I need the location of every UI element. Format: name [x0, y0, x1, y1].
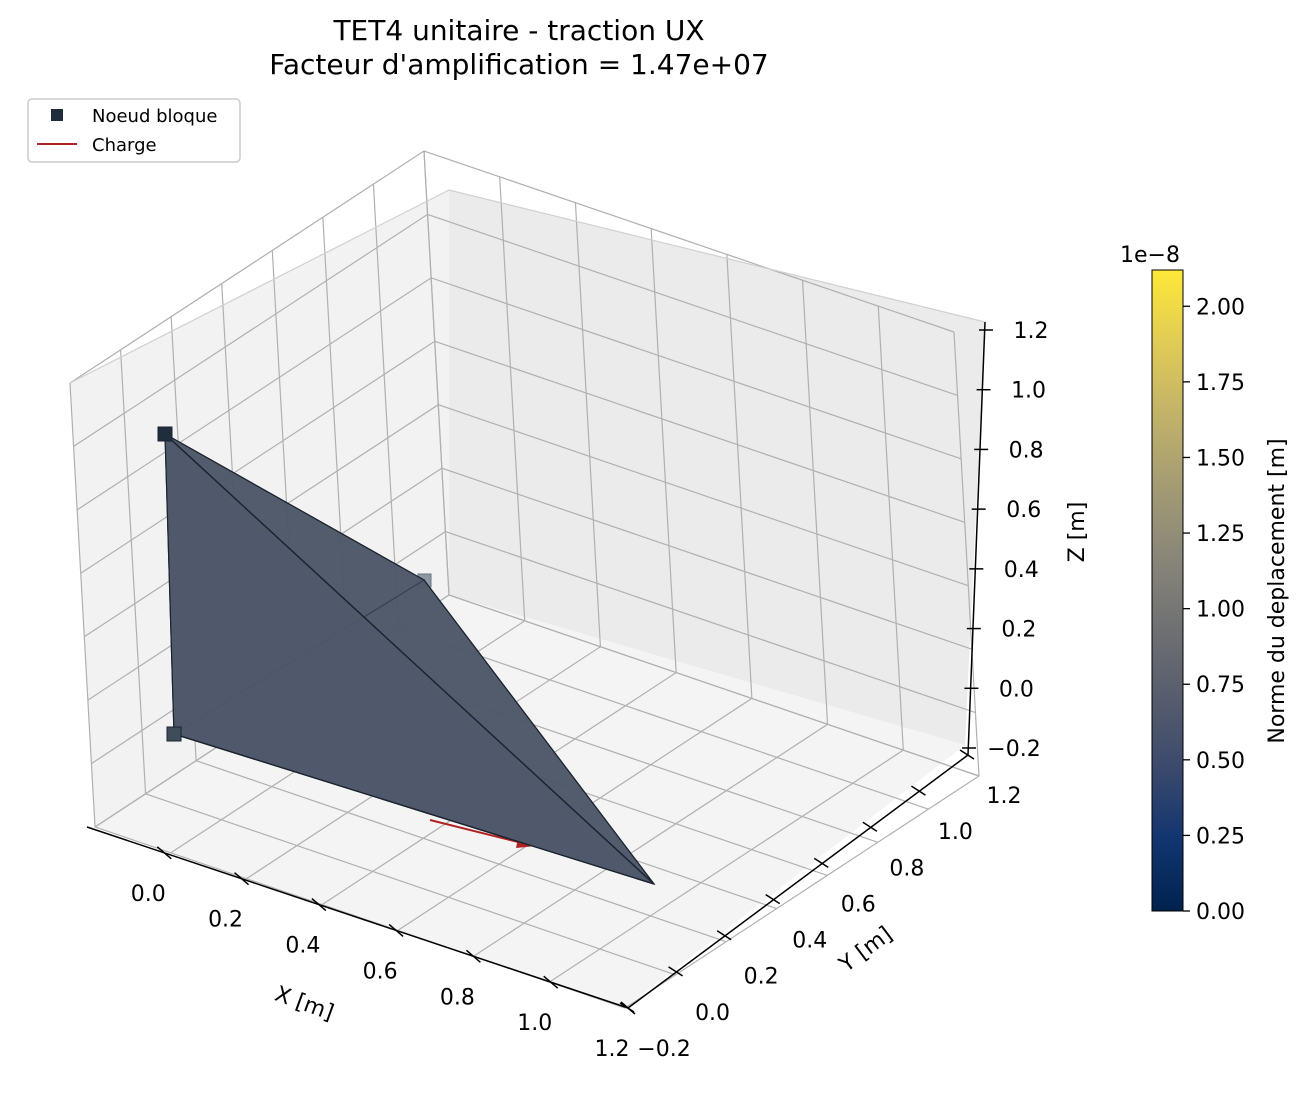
legend-label-load: Charge — [92, 135, 157, 156]
legend-label-blocked-node: Noeud bloque — [92, 106, 217, 127]
pane-top-edge — [69, 189, 986, 384]
y-tick-mark — [668, 966, 683, 977]
x-tick-label: 0.0 — [131, 882, 166, 907]
grid-line-y — [423, 150, 980, 777]
x-tick-label: 0.6 — [363, 959, 398, 984]
mesh-edge — [164, 433, 655, 885]
colorbar-tick-label: 1.75 — [1196, 371, 1245, 396]
x-tick-label: 0.2 — [208, 908, 243, 933]
grid-line-z — [69, 150, 955, 384]
x-tick-mark — [388, 923, 404, 937]
colorbar-tick-label: 1.00 — [1196, 598, 1245, 623]
z-tick-label: 0.6 — [1006, 498, 1041, 523]
z-tick-label: 0.0 — [999, 677, 1034, 702]
x-tick-label: 1.2 — [595, 1037, 630, 1062]
y-tick-mark — [813, 857, 829, 869]
x-tick-mark — [234, 872, 250, 886]
z-tick-label: −0.2 — [987, 737, 1040, 762]
colorbar-tick-label: 2.00 — [1196, 295, 1245, 320]
z-tick-label: 1.2 — [1014, 319, 1049, 344]
y-tick-label: 0.2 — [744, 965, 779, 990]
grid-line-y — [119, 349, 676, 976]
y-tick-label: 1.0 — [938, 820, 973, 845]
y-tick-label: 0.0 — [695, 1001, 730, 1026]
colorbar-tick-label: 1.50 — [1196, 446, 1245, 471]
legend-frame — [27, 98, 241, 163]
y-tick-mark — [959, 749, 975, 760]
x-tick-mark — [311, 898, 327, 912]
chart-subtitle: Facteur d'amplification = 1.47e+07 — [269, 48, 768, 81]
mesh-edge — [173, 733, 655, 885]
y-tick-mark — [619, 1002, 635, 1013]
z-axis-line — [967, 321, 986, 756]
x-axis-label: X [m] — [271, 982, 337, 1026]
z-tick-label: 1.0 — [1011, 379, 1046, 404]
y-tick-mark — [862, 821, 878, 832]
y-tick-mark — [911, 785, 926, 796]
colorbar-tick-label: 0.25 — [1196, 824, 1245, 849]
x-tick-label: 0.8 — [440, 985, 475, 1010]
chart-title: TET4 unitaire - traction UX — [332, 14, 704, 47]
blocked-node-marker — [157, 426, 173, 442]
y-tick-label: 1.2 — [987, 784, 1022, 809]
y-tick-mark — [716, 930, 732, 941]
colorbar-tick-label: 1.25 — [1196, 522, 1245, 547]
load-line — [429, 819, 531, 846]
y-axis-label: Y [m] — [834, 922, 897, 978]
colorbar-ticks: 0.00 0.25 0.50 0.75 1.00 1.25 1.50 1.75 2.00 — [1183, 295, 1245, 925]
y-tick-label: 0.8 — [889, 856, 924, 881]
y-axis-ticks: −0.20.0 0.2 0.4 0.6 0.8 1.0 1.2 — [619, 749, 1022, 1062]
x-tick-mark — [543, 975, 559, 989]
colorbar-tick-label: 0.00 — [1196, 900, 1245, 925]
z-axis-label: Z [m] — [1065, 502, 1090, 563]
x-tick-label: 0.4 — [285, 934, 320, 959]
x-axis-ticks: 0.0 0.2 0.4 0.6 0.8 1.0 1.2 — [131, 846, 636, 1062]
tet4-mesh — [157, 426, 656, 886]
colorbar: 0.00 0.25 0.50 0.75 1.00 1.25 1.50 1.75 2.00 1e−… — [1120, 243, 1290, 925]
legend: Noeud bloque Charge — [27, 98, 241, 163]
colorbar-bar — [1151, 269, 1184, 912]
legend-marker-blocked-node — [51, 109, 63, 121]
z-tick-label: 0.8 — [1009, 438, 1044, 463]
colorbar-tick-label: 0.75 — [1196, 673, 1245, 698]
z-tick-label: 0.4 — [1004, 558, 1039, 583]
y-tick-mark — [765, 893, 781, 905]
x-tick-mark — [465, 949, 481, 963]
y-tick-label: 0.6 — [841, 892, 876, 917]
colorbar-label: Norme du deplacement [m] — [1265, 438, 1290, 743]
x-tick-mark — [156, 846, 172, 860]
y-axis-line — [627, 754, 969, 1009]
y-tick-label: −0.2 — [637, 1037, 690, 1062]
blocked-node-marker — [166, 726, 182, 742]
z-axis-ticks: −0.2 0.0 0.2 0.4 0.6 0.8 1.0 1.2 — [962, 319, 1049, 762]
z-tick-label: 0.2 — [1001, 618, 1036, 643]
x-axis-line — [86, 826, 629, 1009]
colorbar-tick-label: 0.50 — [1196, 749, 1245, 774]
y-tick-label: 0.4 — [792, 929, 827, 954]
colorbar-exponent: 1e−8 — [1120, 243, 1180, 268]
x-tick-label: 1.0 — [517, 1011, 552, 1036]
